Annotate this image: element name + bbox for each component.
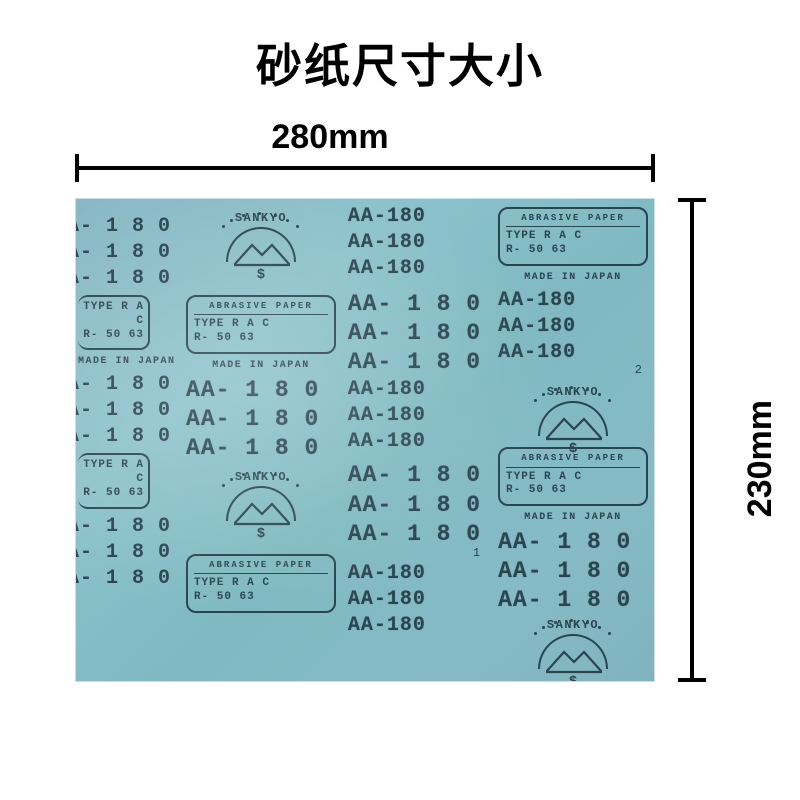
grit-code: AA-180 bbox=[348, 258, 488, 279]
sankyo-logo: SANKYO $ bbox=[526, 383, 620, 440]
box-header: ABRASIVE PAPER bbox=[194, 560, 328, 574]
box-type: TYPE R A C bbox=[506, 471, 640, 485]
grit-code: AA-180 bbox=[348, 431, 488, 452]
grit-code: AA-180 bbox=[348, 563, 488, 584]
made-in-label: MADE IN JAPAN bbox=[78, 356, 176, 367]
sandpaper-sheet: AA- 1 8 0 AA- 1 8 0 AA- 1 8 0 TYPE R A C… bbox=[75, 198, 655, 682]
grit-code: AA- 1 8 0 bbox=[498, 559, 650, 583]
sankyo-logo: SANKYO $ bbox=[526, 616, 620, 673]
grit-code: AA- 1 8 0 bbox=[498, 530, 650, 554]
grit-code: AA- 1 8 0 bbox=[75, 568, 176, 589]
grit-code: AA- 1 8 0 bbox=[186, 436, 338, 460]
print-column: SANKYO $ ABRASIVE PAPER TYPE R A C R- 50… bbox=[180, 199, 342, 681]
grit-code: AA-180 bbox=[348, 405, 488, 426]
sheet-index: 2 bbox=[496, 363, 650, 377]
box-code: R- 50 63 bbox=[506, 244, 640, 258]
sankyo-logo: SANKYO $ bbox=[214, 209, 308, 287]
dollar-icon: $ bbox=[526, 674, 620, 682]
grit-code: AA- 1 8 0 bbox=[348, 463, 488, 487]
print-column-left-edge: AA- 1 8 0 AA- 1 8 0 AA- 1 8 0 TYPE R A C… bbox=[76, 199, 180, 681]
box-code: R- 50 63 bbox=[194, 591, 328, 605]
made-in-label: MADE IN JAPAN bbox=[496, 272, 650, 283]
grit-code: AA- 1 8 0 bbox=[348, 493, 488, 517]
abrasive-box-partial: TYPE R A C R- 50 63 bbox=[78, 295, 150, 350]
box-type: TYPE R A C bbox=[78, 301, 144, 329]
box-code: R- 50 63 bbox=[506, 484, 640, 498]
sankyo-logo: SANKYO $ bbox=[214, 468, 308, 546]
made-in-label: MADE IN JAPAN bbox=[184, 360, 338, 371]
grit-code: AA- 1 8 0 bbox=[348, 321, 488, 345]
height-dimension-label: 230mm bbox=[741, 400, 780, 517]
width-dimension-label: 280mm bbox=[0, 118, 660, 157]
dollar-icon: $ bbox=[214, 267, 308, 283]
box-header: ABRASIVE PAPER bbox=[194, 301, 328, 315]
box-header: ABRASIVE PAPER bbox=[506, 213, 640, 227]
box-code: R- 50 63 bbox=[194, 332, 328, 346]
grit-code: AA- 1 8 0 bbox=[75, 374, 176, 395]
grit-code: AA-180 bbox=[498, 342, 650, 363]
grit-code: AA- 1 8 0 bbox=[348, 522, 488, 546]
sheet-index: 1 bbox=[346, 546, 488, 560]
grit-code: AA- 1 8 0 bbox=[75, 542, 176, 563]
grit-code: AA- 1 8 0 bbox=[348, 350, 488, 374]
height-dimension-bar bbox=[690, 198, 694, 682]
page-title: 砂纸尺寸大小 bbox=[0, 30, 800, 96]
grit-code: AA- 1 8 0 bbox=[348, 292, 488, 316]
width-dimension-bar bbox=[75, 166, 655, 170]
print-column: AA-180 AA-180 AA-180 AA- 1 8 0 AA- 1 8 0… bbox=[342, 199, 492, 681]
abrasive-box: ABRASIVE PAPER TYPE R A C R- 50 63 bbox=[186, 295, 336, 354]
grit-code: AA-180 bbox=[498, 316, 650, 337]
box-code: R- 50 63 bbox=[78, 329, 144, 343]
dollar-icon: $ bbox=[214, 526, 308, 542]
box-type: TYPE R A C bbox=[194, 577, 328, 591]
grit-code: AA- 1 8 0 bbox=[75, 268, 176, 289]
grit-code: AA- 1 8 0 bbox=[75, 516, 176, 537]
grit-code: AA-180 bbox=[498, 290, 650, 311]
grit-code: AA- 1 8 0 bbox=[75, 242, 176, 263]
made-in-label: MADE IN JAPAN bbox=[496, 512, 650, 523]
grit-code: AA-180 bbox=[348, 206, 488, 227]
box-type: TYPE R A C bbox=[506, 230, 640, 244]
grit-code: AA-180 bbox=[348, 232, 488, 253]
grit-code: AA- 1 8 0 bbox=[186, 407, 338, 431]
box-type: TYPE R A C bbox=[78, 459, 144, 487]
grit-code: AA- 1 8 0 bbox=[75, 216, 176, 237]
dollar-icon: $ bbox=[526, 441, 620, 457]
grit-code: AA- 1 8 0 bbox=[186, 378, 338, 402]
grit-code: AA- 1 8 0 bbox=[75, 400, 176, 421]
box-type: TYPE R A C bbox=[194, 318, 328, 332]
grit-code: AA- 1 8 0 bbox=[498, 588, 650, 612]
abrasive-box-partial: TYPE R A C R- 50 63 bbox=[78, 453, 150, 508]
grit-code: AA-180 bbox=[348, 589, 488, 610]
abrasive-box: ABRASIVE PAPER TYPE R A C R- 50 63 bbox=[186, 554, 336, 613]
print-column: ABRASIVE PAPER TYPE R A C R- 50 63 MADE … bbox=[492, 199, 654, 681]
grit-code: AA- 1 8 0 bbox=[75, 426, 176, 447]
grit-code: AA-180 bbox=[348, 615, 488, 636]
abrasive-box: ABRASIVE PAPER TYPE R A C R- 50 63 bbox=[498, 207, 648, 266]
box-code: R- 50 63 bbox=[78, 487, 144, 501]
grit-code: AA-180 bbox=[348, 379, 488, 400]
